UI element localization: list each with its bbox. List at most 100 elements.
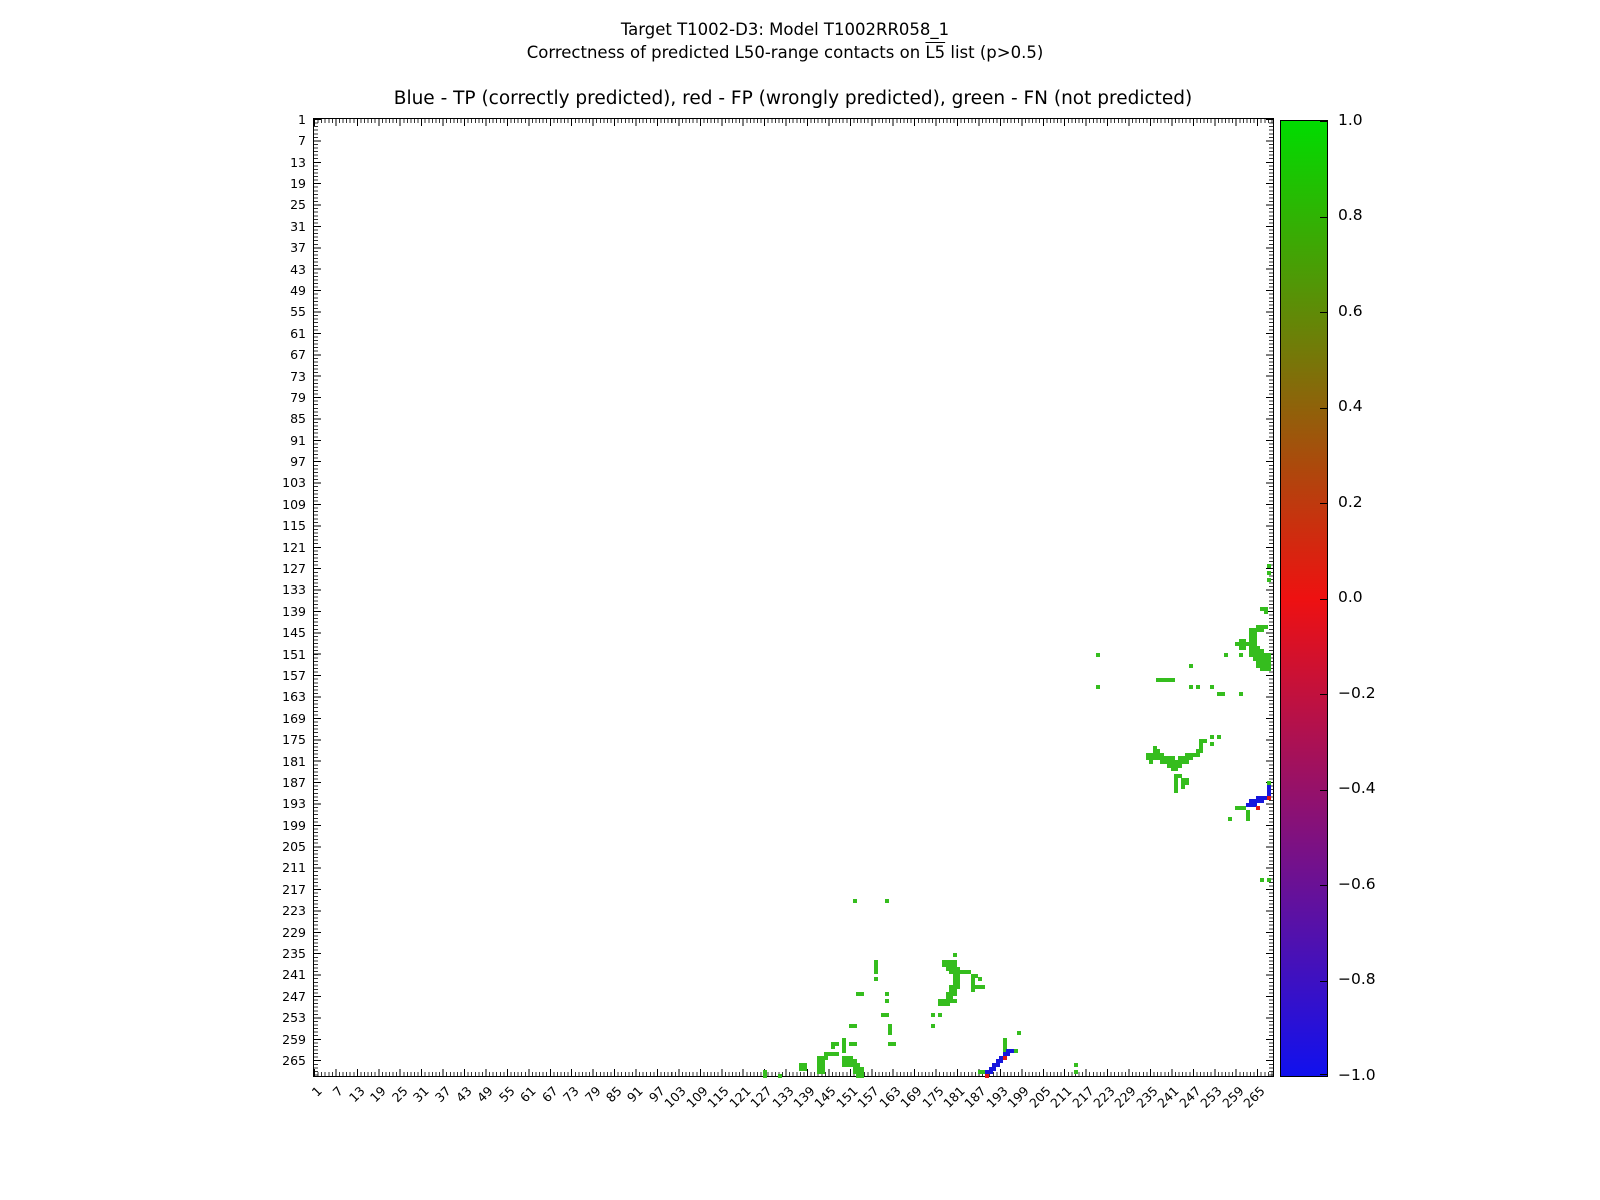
contact-cell-fn bbox=[1256, 649, 1261, 654]
contact-cell-fn bbox=[1242, 806, 1247, 811]
contact-cell-fn bbox=[952, 973, 957, 978]
contact-cell-tp bbox=[1006, 1048, 1011, 1053]
contact-cell-fn bbox=[945, 995, 950, 1000]
contact-cell-fn bbox=[852, 1041, 857, 1046]
y-axis-major-ticks-right bbox=[1266, 119, 1273, 1076]
y-tick-label: 7 bbox=[298, 133, 306, 149]
contact-cell-fn bbox=[1002, 1045, 1007, 1050]
contact-cell-fn bbox=[931, 1023, 936, 1028]
contact-cell-tp bbox=[1252, 802, 1257, 807]
figure-suptitle-line1: Target T1002-D3: Model T1002RR058_1 bbox=[620, 20, 950, 39]
contact-cell-fn bbox=[1181, 777, 1186, 782]
contact-cell-fn bbox=[763, 1073, 768, 1078]
contact-cell-tp bbox=[1267, 788, 1272, 793]
contact-cell-fn bbox=[1252, 645, 1257, 650]
contact-cell-fn bbox=[852, 899, 857, 904]
contact-cell-tp bbox=[1252, 799, 1257, 804]
contact-cell-fn bbox=[817, 1055, 822, 1060]
contact-cell-fn bbox=[1263, 656, 1268, 661]
contact-cell-fn bbox=[1181, 760, 1186, 764]
contact-cell-fn bbox=[852, 1070, 857, 1075]
contact-cell-fn bbox=[1263, 624, 1268, 629]
y-tick-label: 157 bbox=[282, 667, 306, 683]
contact-cell-fn bbox=[817, 1070, 822, 1075]
contact-cell-fn bbox=[1202, 738, 1207, 743]
contact-cell-fn bbox=[1260, 624, 1264, 629]
y-tick-label: 181 bbox=[282, 753, 306, 769]
contact-cell-fn bbox=[842, 1045, 847, 1050]
contact-cell-fn bbox=[1152, 749, 1157, 754]
contact-cell-fn bbox=[938, 1002, 943, 1007]
contact-cell-fn bbox=[884, 899, 889, 904]
contact-cell-fn bbox=[1249, 642, 1254, 647]
contact-cell-fp bbox=[1002, 1055, 1007, 1060]
colorbar-tick-label: −0.8 bbox=[1338, 970, 1376, 988]
contact-cell-fn bbox=[967, 970, 972, 975]
contact-cell-fn bbox=[1260, 660, 1264, 665]
y-tick-label: 193 bbox=[282, 796, 306, 812]
contact-cell-fn bbox=[1260, 606, 1264, 611]
contact-cell-fn bbox=[1217, 692, 1222, 697]
contact-cell-fn bbox=[852, 1066, 857, 1071]
contact-cell-fn bbox=[842, 1048, 847, 1053]
y-tick-label: 205 bbox=[282, 839, 306, 855]
contact-cell-fn bbox=[1260, 656, 1264, 661]
contact-cell-fn bbox=[977, 984, 982, 989]
contact-cell-tp bbox=[999, 1059, 1004, 1064]
contact-cell-fn bbox=[1263, 653, 1268, 658]
contact-cell-fn bbox=[1174, 767, 1179, 772]
contact-cell-fn bbox=[977, 1070, 982, 1075]
contact-cell-fn bbox=[859, 1066, 864, 1071]
y-tick-label: 109 bbox=[282, 496, 306, 512]
contact-cell-fn bbox=[1252, 638, 1257, 643]
y-tick-label: 103 bbox=[282, 475, 306, 491]
contact-cell-fn bbox=[1149, 752, 1154, 757]
y-tick-label: 139 bbox=[282, 603, 306, 619]
contact-cell-fn bbox=[842, 1041, 847, 1046]
contact-cell-fn bbox=[1245, 642, 1250, 647]
contact-cell-fn bbox=[1199, 742, 1204, 747]
y-tick-label: 235 bbox=[282, 946, 306, 961]
contact-cell-fn bbox=[1167, 678, 1172, 682]
y-tick-label: 97 bbox=[290, 454, 306, 469]
contact-cell-fn bbox=[1263, 606, 1268, 611]
contact-cell-fn bbox=[952, 988, 957, 993]
contact-cell-tp bbox=[1249, 802, 1254, 807]
y-tick-label: 241 bbox=[282, 967, 306, 983]
contact-cell-fn bbox=[1095, 685, 1100, 690]
x-tick-label: 37 bbox=[431, 1083, 454, 1106]
suptitle-line2-prefix: Correctness of predicted L50-range conta… bbox=[526, 43, 926, 62]
y-tick-label: 169 bbox=[282, 710, 306, 726]
y-tick-label: 115 bbox=[282, 518, 306, 534]
y-tick-label: 151 bbox=[282, 646, 306, 662]
contact-cell-fn bbox=[1245, 813, 1250, 818]
contact-cell-fn bbox=[1267, 571, 1272, 576]
contact-cell-fn bbox=[1256, 653, 1261, 658]
contact-cell-fn bbox=[1267, 877, 1272, 882]
contact-cell-fn bbox=[949, 970, 954, 975]
contact-cell-tp bbox=[995, 1059, 1000, 1064]
contact-cell-fn bbox=[1184, 777, 1189, 782]
x-tick-label: 13 bbox=[345, 1083, 368, 1106]
y-tick-label: 49 bbox=[290, 282, 306, 298]
contact-cell-fn bbox=[849, 1055, 854, 1060]
contact-cell-fn bbox=[1210, 735, 1214, 740]
contact-cell-fn bbox=[1174, 788, 1179, 793]
contact-cell-fn bbox=[1177, 760, 1182, 764]
x-tick-label: 1 bbox=[308, 1083, 325, 1100]
contact-cell-fn bbox=[888, 1030, 893, 1035]
y-tick-label: 211 bbox=[282, 860, 306, 876]
contact-cell-tp bbox=[1002, 1052, 1007, 1057]
contact-cell-fn bbox=[1252, 642, 1257, 647]
contact-cell-fn bbox=[1238, 653, 1243, 658]
contact-cell-fn bbox=[1249, 628, 1254, 633]
contact-cell-fn bbox=[938, 998, 943, 1003]
colorbar-tick-label: −0.2 bbox=[1338, 683, 1376, 702]
contact-cell-fn bbox=[1238, 642, 1243, 647]
contact-cell-fn bbox=[852, 1063, 857, 1068]
contact-cell-fn bbox=[1152, 745, 1157, 750]
contact-cell-fn bbox=[842, 1059, 847, 1064]
contact-cell-fn bbox=[1260, 667, 1264, 672]
contact-cell-fn bbox=[1267, 563, 1272, 568]
y-tick-label: 187 bbox=[282, 774, 306, 790]
